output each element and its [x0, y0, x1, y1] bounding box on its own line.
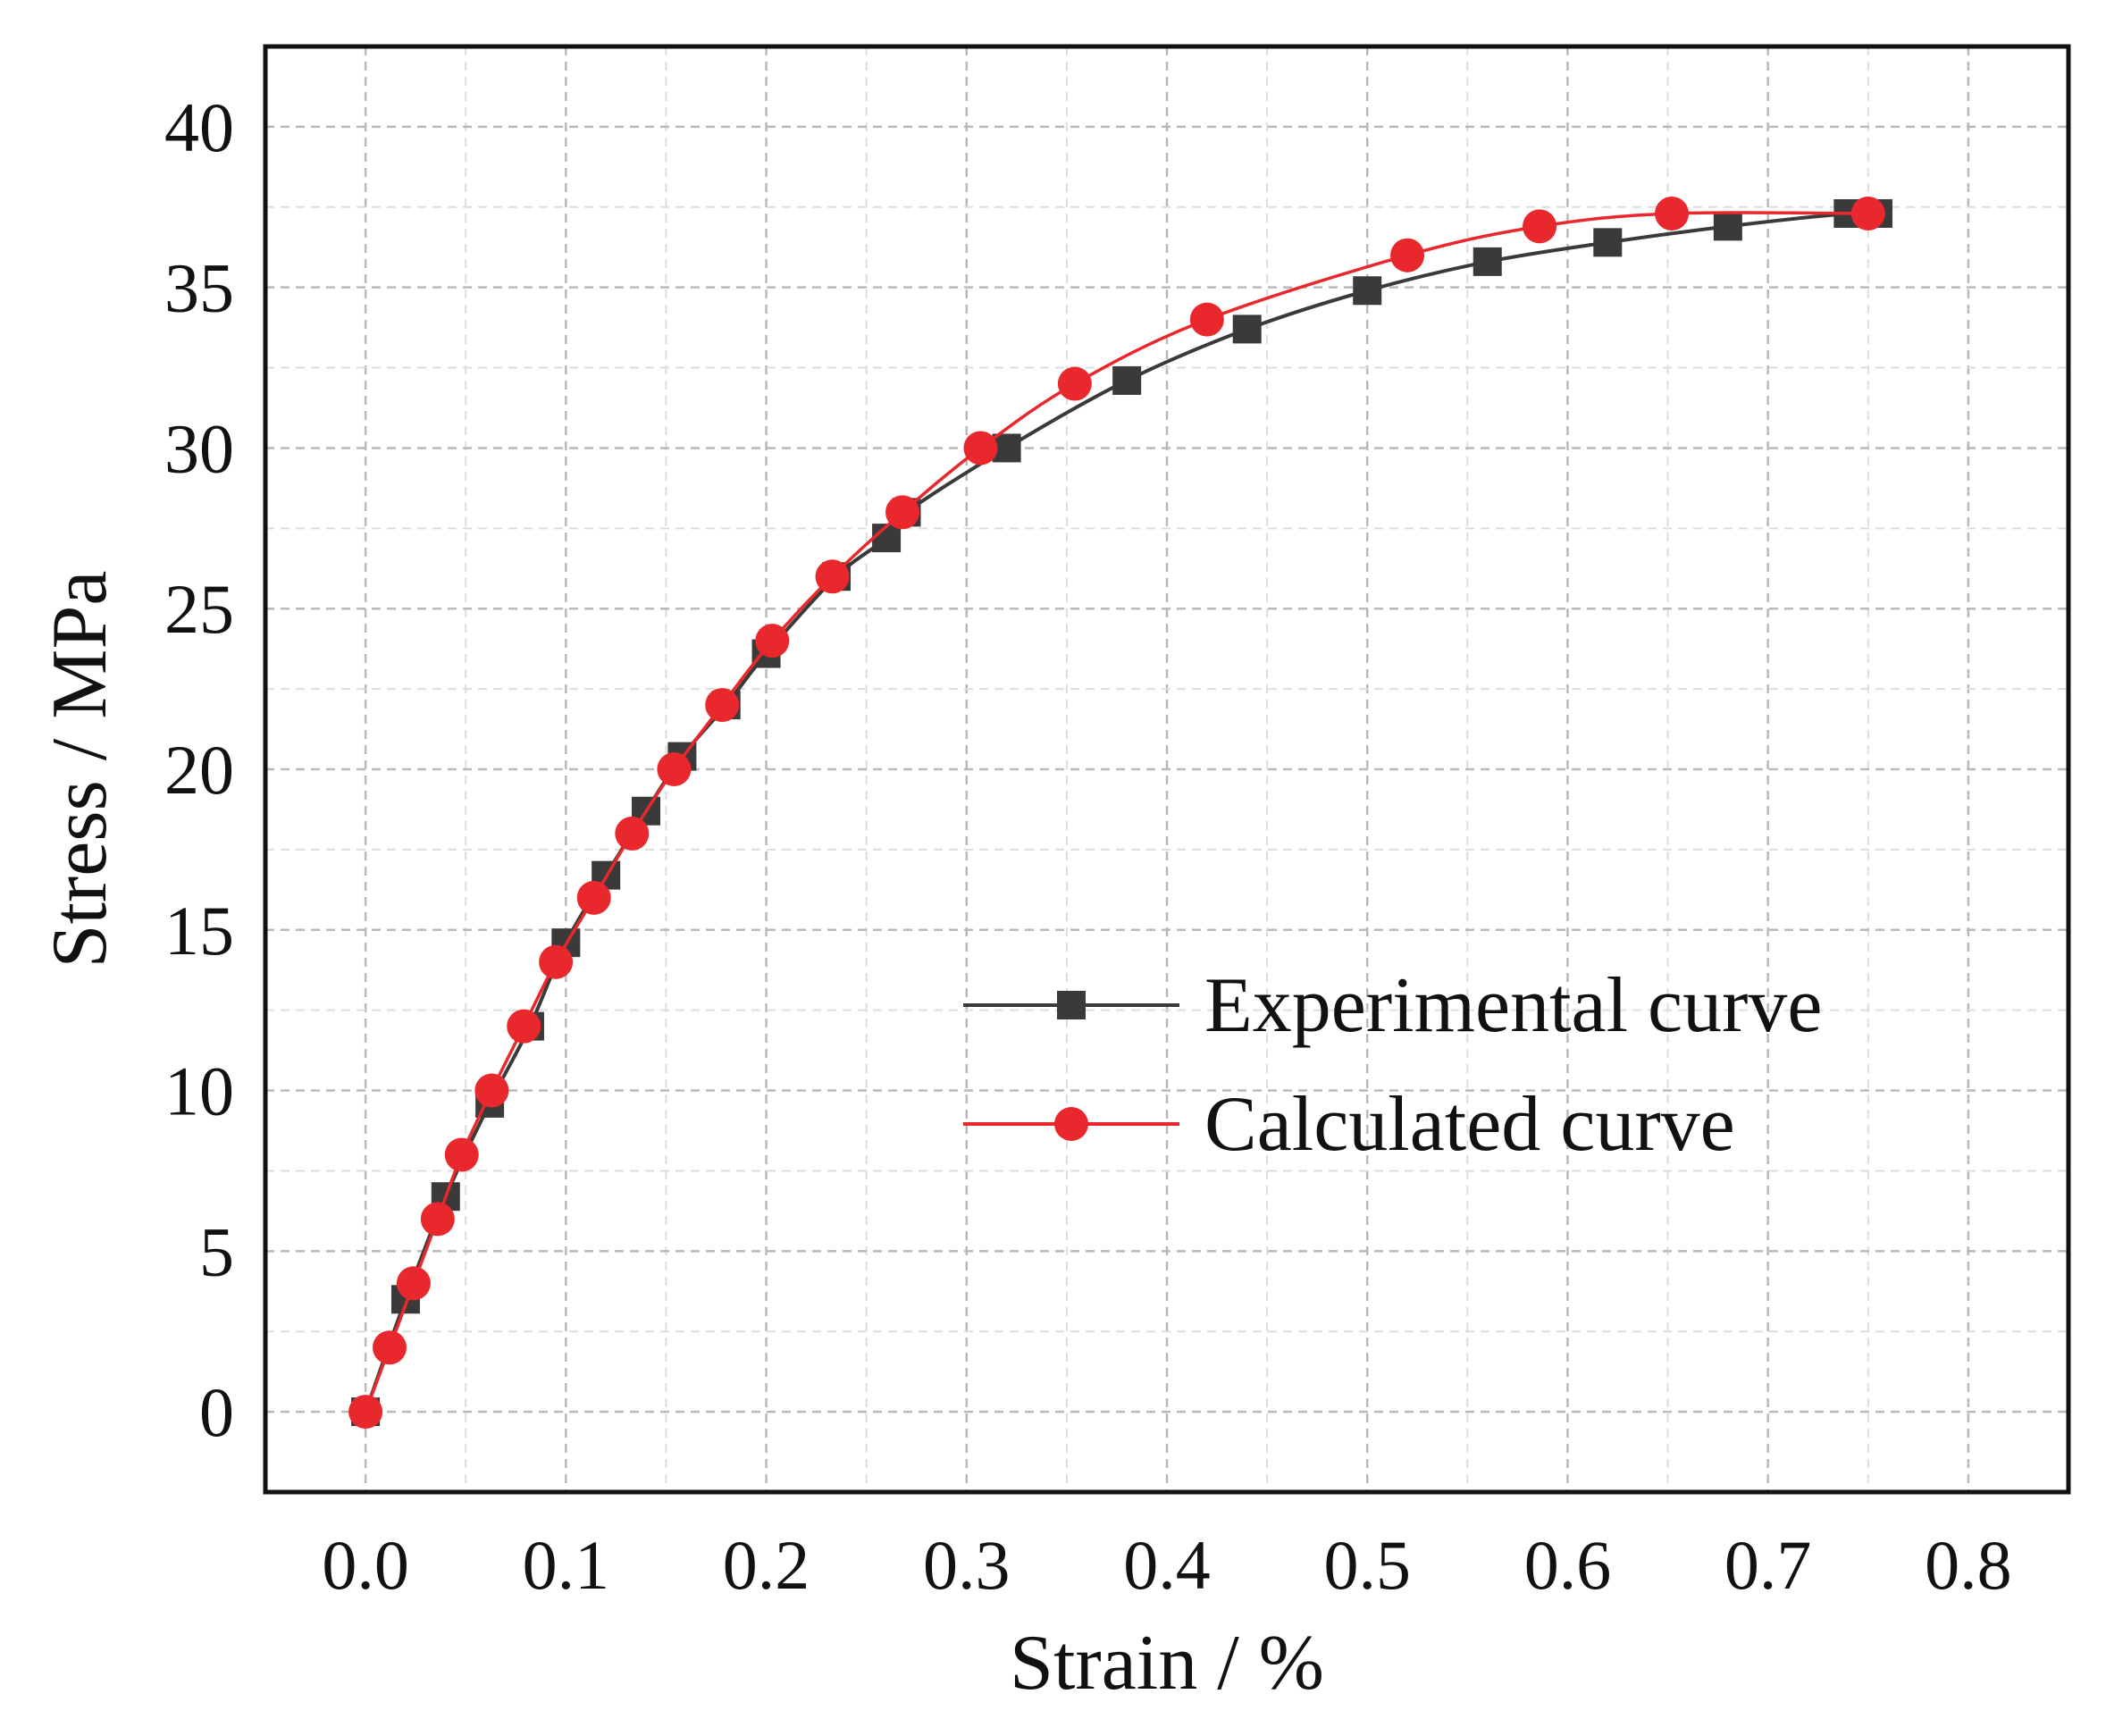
y-tick-label: 20: [164, 731, 234, 809]
x-tick-label: 0.4: [1123, 1526, 1211, 1604]
data-point-calculated: [507, 1009, 541, 1044]
legend-marker-calculated: [1054, 1107, 1088, 1141]
data-point-calculated: [885, 495, 920, 530]
data-point-calculated: [444, 1137, 479, 1172]
y-tick-label: 30: [164, 409, 234, 487]
data-point-experimental: [1232, 314, 1262, 344]
y-axis-ticks: 0 5 10 15 20 25 30 35 40: [164, 88, 234, 1451]
legend-label-experimental: Experimental curve: [1204, 962, 1822, 1049]
data-point-calculated: [815, 559, 850, 594]
y-tick-label: 35: [164, 249, 234, 327]
data-point-calculated: [1850, 196, 1885, 231]
y-tick-label: 40: [164, 88, 234, 166]
plot-frame: [263, 44, 2071, 1495]
y-tick-label: 25: [164, 570, 234, 648]
data-point-calculated: [1655, 196, 1690, 231]
data-point-calculated: [657, 752, 692, 786]
x-tick-label: 0.6: [1524, 1526, 1612, 1604]
y-tick-label: 15: [164, 892, 234, 969]
data-point-experimental: [1713, 212, 1742, 241]
series-0: [351, 198, 1892, 1427]
data-point-calculated: [1390, 238, 1425, 273]
x-axis-label: Strain / %: [1010, 1620, 1324, 1707]
data-point-calculated: [474, 1073, 509, 1108]
legend: Experimental curve Calculated curve: [963, 962, 1822, 1168]
legend-label-calculated: Calculated curve: [1204, 1081, 1735, 1168]
data-point-experimental: [872, 524, 902, 553]
data-point-calculated: [755, 624, 790, 658]
data-point-calculated: [396, 1266, 431, 1301]
y-tick-label: 10: [164, 1053, 234, 1130]
data-point-calculated: [615, 816, 650, 851]
series-line-experimental: [364, 210, 1879, 1413]
data-point-calculated: [963, 431, 998, 465]
x-tick-label: 0.2: [723, 1526, 810, 1604]
x-tick-label: 0.8: [1925, 1526, 2012, 1604]
y-axis-label: Stress / MPa: [37, 571, 123, 969]
data-point-calculated: [1189, 302, 1224, 337]
x-tick-label: 0.5: [1323, 1526, 1411, 1604]
x-axis-ticks: 0.0 0.1 0.2 0.3 0.4 0.5 0.6 0.7 0.8: [322, 1526, 2011, 1604]
data-point-calculated: [576, 880, 611, 915]
x-tick-label: 0.7: [1724, 1526, 1812, 1604]
data-point-calculated: [373, 1330, 407, 1365]
data-point-experimental: [1353, 276, 1382, 306]
data-point-calculated: [420, 1202, 455, 1237]
y-tick-label: 5: [199, 1212, 234, 1290]
series-1: [348, 196, 1885, 1430]
data-point-calculated: [539, 944, 574, 979]
x-tick-label: 0.1: [523, 1526, 610, 1604]
data-point-calculated: [348, 1395, 383, 1430]
data-point-experimental: [1593, 228, 1623, 257]
data-point-calculated: [705, 688, 740, 723]
y-tick-label: 0: [199, 1373, 234, 1451]
data-point-experimental: [1473, 247, 1502, 276]
x-tick-label: 0.3: [923, 1526, 1011, 1604]
grid: [265, 46, 2068, 1492]
data-point-experimental: [1112, 365, 1142, 395]
legend-marker-experimental: [1057, 991, 1086, 1019]
series: [348, 196, 1892, 1430]
x-tick-label: 0.0: [322, 1526, 409, 1604]
data-point-calculated: [1057, 366, 1092, 401]
data-point-calculated: [1523, 209, 1557, 244]
